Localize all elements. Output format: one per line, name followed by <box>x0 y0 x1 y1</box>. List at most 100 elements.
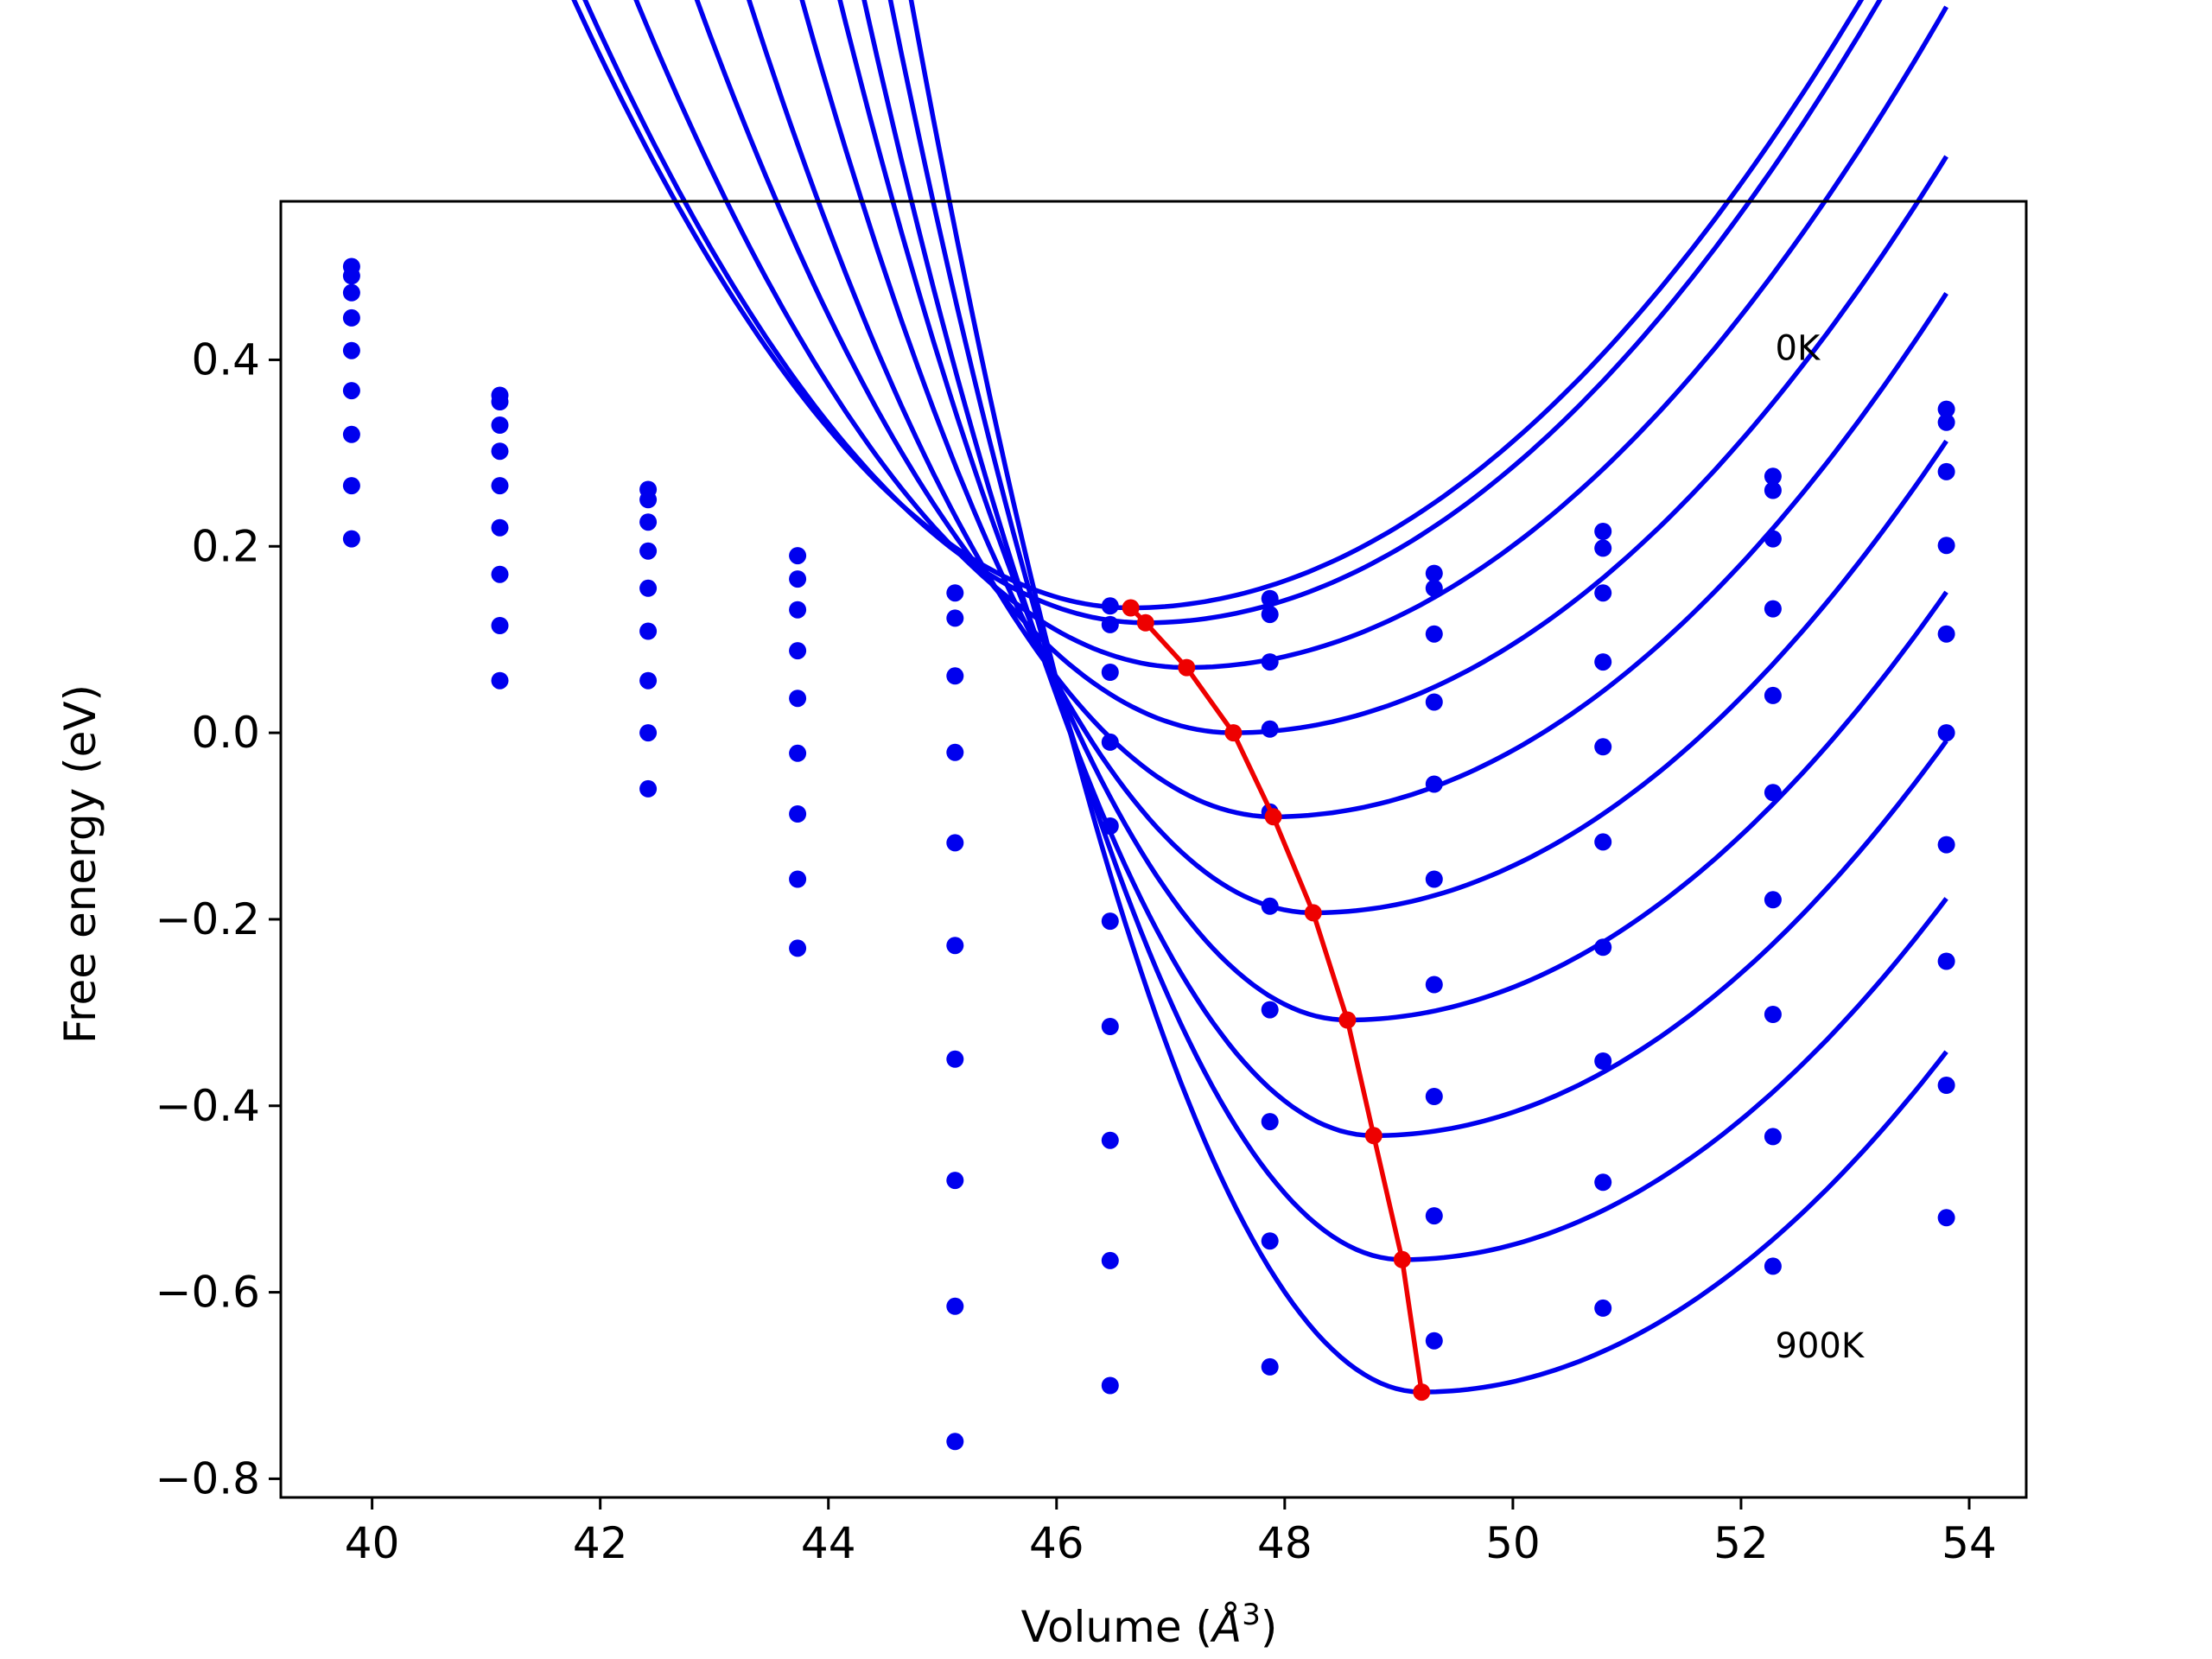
data-point-900K <box>1425 1332 1443 1350</box>
data-point-600K <box>1425 976 1443 994</box>
fit-curve-900K <box>908 0 1948 1395</box>
data-point-500K <box>1937 724 1955 742</box>
data-point-500K <box>1101 912 1119 931</box>
data-point-800K <box>491 671 509 690</box>
data-point-800K <box>639 779 658 798</box>
y-axis-ticks: −0.8 −0.6 −0.4 −0.2 0.0 0.2 0.4 <box>156 334 281 1503</box>
data-point-900K <box>1101 1376 1119 1395</box>
annotations: 0K 900K <box>1776 328 1866 1366</box>
fit-curve-600K <box>837 0 1948 1023</box>
fit-curve-500K <box>799 0 1948 916</box>
data-point-800K <box>1261 1232 1279 1250</box>
data-point-700K <box>946 1172 964 1190</box>
data-point-600K <box>1594 938 1612 957</box>
data-point-100K <box>1261 606 1279 624</box>
data-point-200K <box>1261 653 1279 671</box>
data-point-400K <box>1764 686 1782 704</box>
data-point-400K <box>1594 738 1612 756</box>
minimum-point <box>1264 808 1282 826</box>
data-point-100K <box>1937 413 1955 431</box>
data-point-400K <box>342 341 360 359</box>
data-point-300K <box>342 308 360 327</box>
y-tick-label: 0.2 <box>191 521 260 571</box>
annotation-label: 900K <box>1776 1326 1866 1366</box>
data-point-100K <box>1594 539 1612 557</box>
minimum-point <box>1122 599 1140 617</box>
data-point-400K <box>1101 817 1119 835</box>
data-point-0K <box>1594 523 1612 540</box>
data-point-400K <box>1425 775 1443 793</box>
data-point-300K <box>1425 693 1443 711</box>
fit-curve-400K <box>747 0 1948 819</box>
data-point-500K <box>946 937 964 955</box>
data-point-100K <box>1425 579 1443 597</box>
data-point-700K <box>1101 1131 1119 1149</box>
data-point-100K <box>639 491 658 509</box>
data-point-700K <box>342 477 360 495</box>
data-point-800K <box>1425 1207 1443 1225</box>
x-tick-label: 50 <box>1485 1518 1541 1568</box>
x-tick-label: 40 <box>345 1518 400 1568</box>
fit-curve-300K <box>694 0 1948 735</box>
fitted-curves <box>571 0 1948 1395</box>
data-point-500K <box>491 518 509 537</box>
minimum-point <box>1338 1011 1357 1029</box>
data-point-800K <box>789 939 807 957</box>
data-point-700K <box>1937 952 1955 970</box>
data-point-500K <box>639 622 658 640</box>
y-tick-label: 0.4 <box>191 334 260 385</box>
data-point-300K <box>639 542 658 560</box>
data-point-300K <box>946 743 964 761</box>
data-point-300K <box>491 442 509 461</box>
data-point-400K <box>946 834 964 852</box>
y-tick-label: 0.0 <box>191 708 260 758</box>
data-point-0K <box>1261 589 1279 607</box>
data-point-600K <box>342 425 360 443</box>
data-point-800K <box>342 530 360 548</box>
data-point-900K <box>1261 1357 1279 1376</box>
data-point-900K <box>1764 1257 1782 1275</box>
plot-frame <box>279 200 2028 1499</box>
data-point-700K <box>639 724 658 742</box>
fit-curve-0K <box>571 0 1865 611</box>
data-point-200K <box>1594 584 1612 602</box>
data-point-500K <box>1594 833 1612 851</box>
x-tick-label: 52 <box>1713 1518 1769 1568</box>
data-point-500K <box>789 744 807 762</box>
data-point-500K <box>1425 870 1443 888</box>
data-point-300K <box>1261 720 1279 738</box>
data-point-300K <box>1101 733 1119 751</box>
data-point-700K <box>1425 1088 1443 1105</box>
data-point-700K <box>1261 1113 1279 1131</box>
data-point-100K <box>789 570 807 588</box>
data-point-400K <box>639 579 658 597</box>
y-tick-label: −0.8 <box>156 1453 260 1503</box>
x-tick-label: 46 <box>1029 1518 1084 1568</box>
minimum-path <box>1122 599 1431 1402</box>
minimum-point <box>1393 1250 1411 1268</box>
y-tick-label: −0.2 <box>156 894 260 944</box>
data-point-600K <box>789 805 807 823</box>
data-point-100K <box>1764 481 1782 499</box>
fit-curve-200K <box>633 0 1948 671</box>
x-axis-ticks: 40 42 44 46 48 50 52 54 <box>345 1497 1997 1568</box>
y-axis-label: Free energy (eV) <box>55 684 105 1044</box>
data-point-0K <box>1937 400 1955 418</box>
data-point-200K <box>789 601 807 619</box>
fit-curve-800K <box>887 0 1948 1262</box>
x-tick-label: 42 <box>573 1518 628 1568</box>
data-point-200K <box>1764 530 1782 548</box>
data-point-900K <box>946 1433 964 1451</box>
data-point-800K <box>1594 1173 1612 1192</box>
data-point-800K <box>1937 1077 1955 1094</box>
data-point-500K <box>1261 897 1279 915</box>
data-point-600K <box>1261 1001 1279 1019</box>
data-point-500K <box>342 382 360 400</box>
data-point-600K <box>946 1050 964 1068</box>
annotation-label: 0K <box>1776 328 1821 368</box>
data-point-200K <box>946 667 964 685</box>
x-tick-label: 54 <box>1942 1518 1997 1568</box>
data-point-200K <box>639 513 658 531</box>
y-tick-label: −0.4 <box>156 1081 260 1131</box>
